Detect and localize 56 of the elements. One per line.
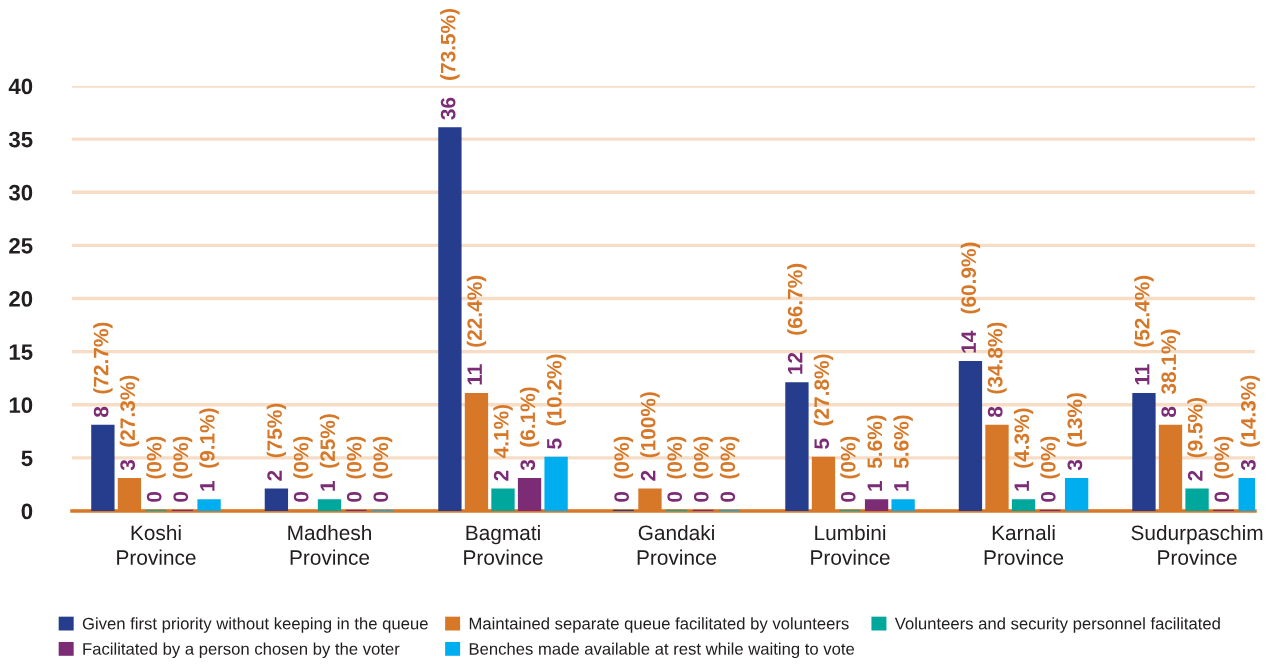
x-tick-label: Bagmati Province [464,524,543,565]
y-tick-label: 40 [8,78,33,95]
data-label: 14 (60.9%) [960,242,981,353]
data-label: 8 (34.8%) [987,322,1007,418]
x-tick-label: Koshi Province [117,524,196,565]
data-label: 1 (9.1%) [199,408,219,491]
data-label: 12 (66.7%) [787,263,807,374]
data-label: 3 (14.3%) [1240,375,1260,471]
legend-label: Given first priority without keeping in the queue [82,617,428,633]
data-label: 1 (25%) [319,414,340,491]
data-label: 0 (0%) [146,436,166,502]
y-tick-label: 5 [21,450,33,467]
data-label: 0 (0%) [613,436,634,502]
data-label: 0 (0%) [346,436,366,502]
data-label: 36 (73.5%) [440,9,460,120]
data-label: 0 (0%) [372,436,393,502]
data-label: 0 (0%) [693,436,713,502]
data-label: 11 (52.4%) [1134,275,1154,385]
data-label: 2 (100%) [640,392,660,481]
data-label: 5 (10.2%) [546,354,566,449]
y-tick-label: 35 [8,131,33,148]
y-tick-label: 20 [9,291,33,307]
data-label: 5 (27.8%) [813,354,834,449]
x-tick-label: Gandaki Province [637,524,717,565]
y-tick-label: 25 [9,237,33,254]
data-label: 11 (22.4%) [466,275,487,385]
data-label: 0 (0%) [1040,436,1060,502]
y-tick-label: 0 [21,503,33,520]
data-label: 3 (27.3%) [119,375,140,471]
x-tick-label: Sudurpaschim Province [1131,524,1263,565]
data-label: 3 (6.1%) [519,387,540,471]
data-label: 2 (9.5%) [1187,398,1207,481]
data-label: 0 (0%) [719,436,740,502]
data-label: 8 (72.7%) [93,322,113,418]
data-label: 1 (4.3%) [1013,408,1034,491]
x-tick-label: Madhesh Province [288,524,371,565]
data-label: 0 (0%) [666,436,687,502]
data-label: 1 5.6%) [893,415,913,491]
x-tick-label: Lumbini Province [811,524,890,565]
y-tick-label: 10 [9,397,33,414]
legend-label: Facilitated by a person chosen by the voter [83,642,400,659]
data-label: 2 (75%) [266,403,287,481]
data-label: 0 (0%) [172,436,193,502]
legend-label: Volunteers and security personnel facilitated [894,617,1220,633]
data-label: 8 38.1%) [1160,329,1181,418]
x-tick-label: Karnali Province [984,524,1064,565]
legend-label: Maintained separate queue facilitated by volunteers [469,617,849,633]
data-label: 2 4.1%) [493,404,513,481]
y-tick-label: 15 [9,344,33,360]
data-label: 0 (0%) [1213,436,1234,502]
data-label: 1 5.6%) [866,415,887,491]
y-tick-label: 30 [8,184,33,201]
data-label: 0 (0%) [293,436,313,502]
data-label: 3 (13%) [1066,393,1087,471]
data-label: 0 (0%) [840,436,860,502]
legend-label: Benches made available at rest while waiting to vote [469,642,855,659]
